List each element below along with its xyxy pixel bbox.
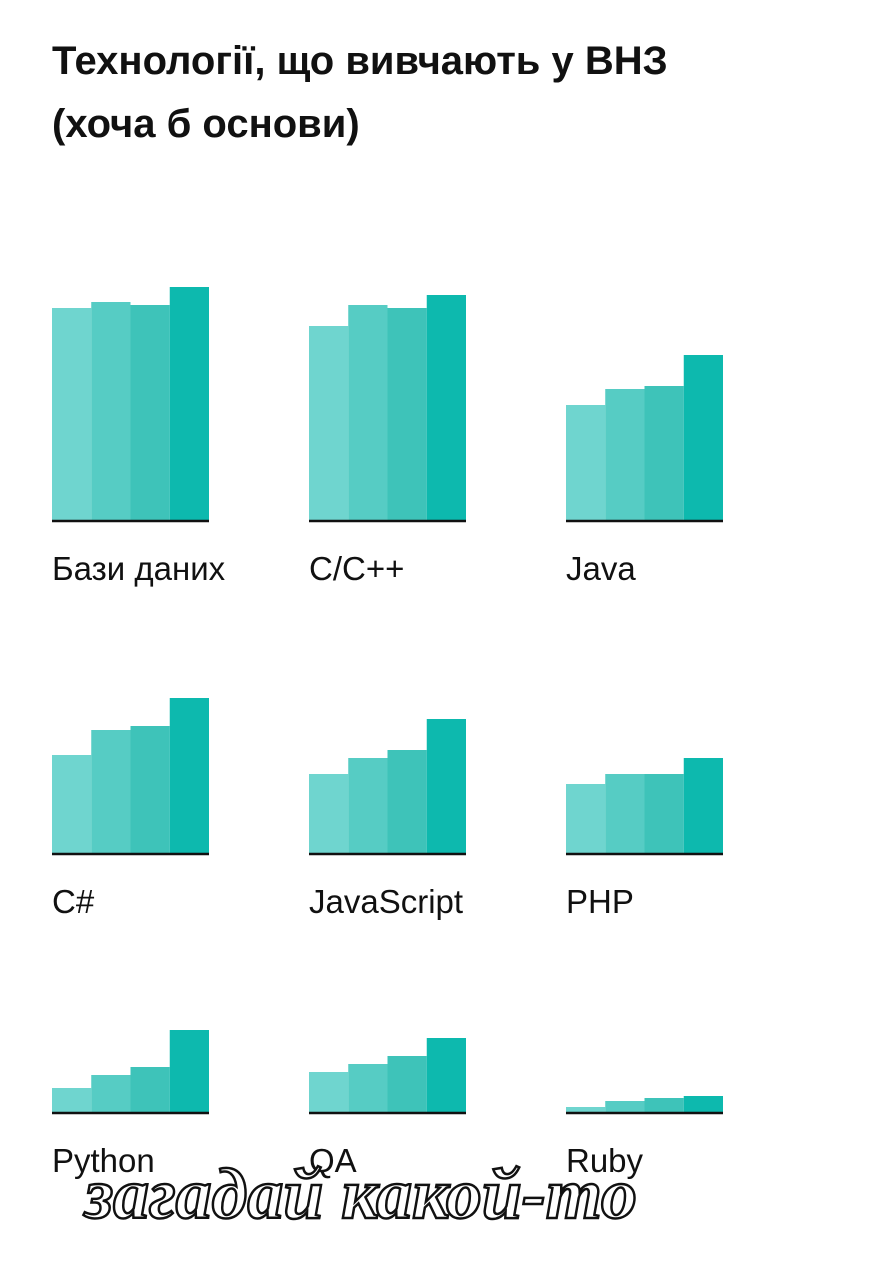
bar — [566, 784, 606, 853]
panel-label: QA — [309, 1142, 357, 1179]
bar — [387, 308, 427, 520]
bar — [566, 1107, 606, 1112]
bar — [130, 726, 170, 853]
bar — [52, 755, 92, 853]
bar — [426, 295, 466, 520]
bar — [644, 1098, 684, 1112]
panel-label: JavaScript — [309, 883, 463, 920]
panel-label: Python — [52, 1142, 155, 1179]
bar — [91, 1075, 131, 1112]
bar — [426, 1038, 466, 1112]
bar — [605, 774, 645, 853]
bar — [566, 405, 606, 520]
bar — [605, 389, 645, 520]
bar — [683, 1096, 723, 1112]
bar — [348, 758, 388, 853]
bar — [309, 774, 349, 853]
bar — [348, 305, 388, 520]
bar — [52, 308, 92, 520]
chart-title: (хоча б основи) — [52, 102, 360, 146]
bar — [683, 355, 723, 520]
bar — [169, 287, 209, 520]
panel-label: C# — [52, 883, 95, 920]
panel-label: PHP — [566, 883, 634, 920]
bar — [644, 386, 684, 520]
bar — [91, 730, 131, 853]
bar — [309, 326, 349, 520]
panel-label: Java — [566, 550, 636, 587]
bar — [130, 305, 170, 520]
bar — [348, 1064, 388, 1112]
bar — [605, 1101, 645, 1112]
bar — [644, 774, 684, 853]
panels: Бази даних C/C++ Java C# JavaScript PHP Python… — [52, 287, 723, 1179]
bar — [130, 1067, 170, 1112]
panel-label: Ruby — [566, 1142, 644, 1179]
bar — [169, 1030, 209, 1112]
panel-label: Бази даних — [52, 550, 226, 587]
watermark: загадай какой-то — [83, 1154, 637, 1234]
bar — [387, 1056, 427, 1112]
bar — [52, 1088, 92, 1112]
bar — [91, 302, 131, 520]
chart-title: Технології, що вивчають у ВНЗ — [52, 39, 668, 83]
panel-label: C/C++ — [309, 550, 404, 587]
bar — [169, 698, 209, 853]
bar — [387, 750, 427, 853]
bar — [309, 1072, 349, 1112]
bar — [426, 719, 466, 853]
bar — [683, 758, 723, 853]
